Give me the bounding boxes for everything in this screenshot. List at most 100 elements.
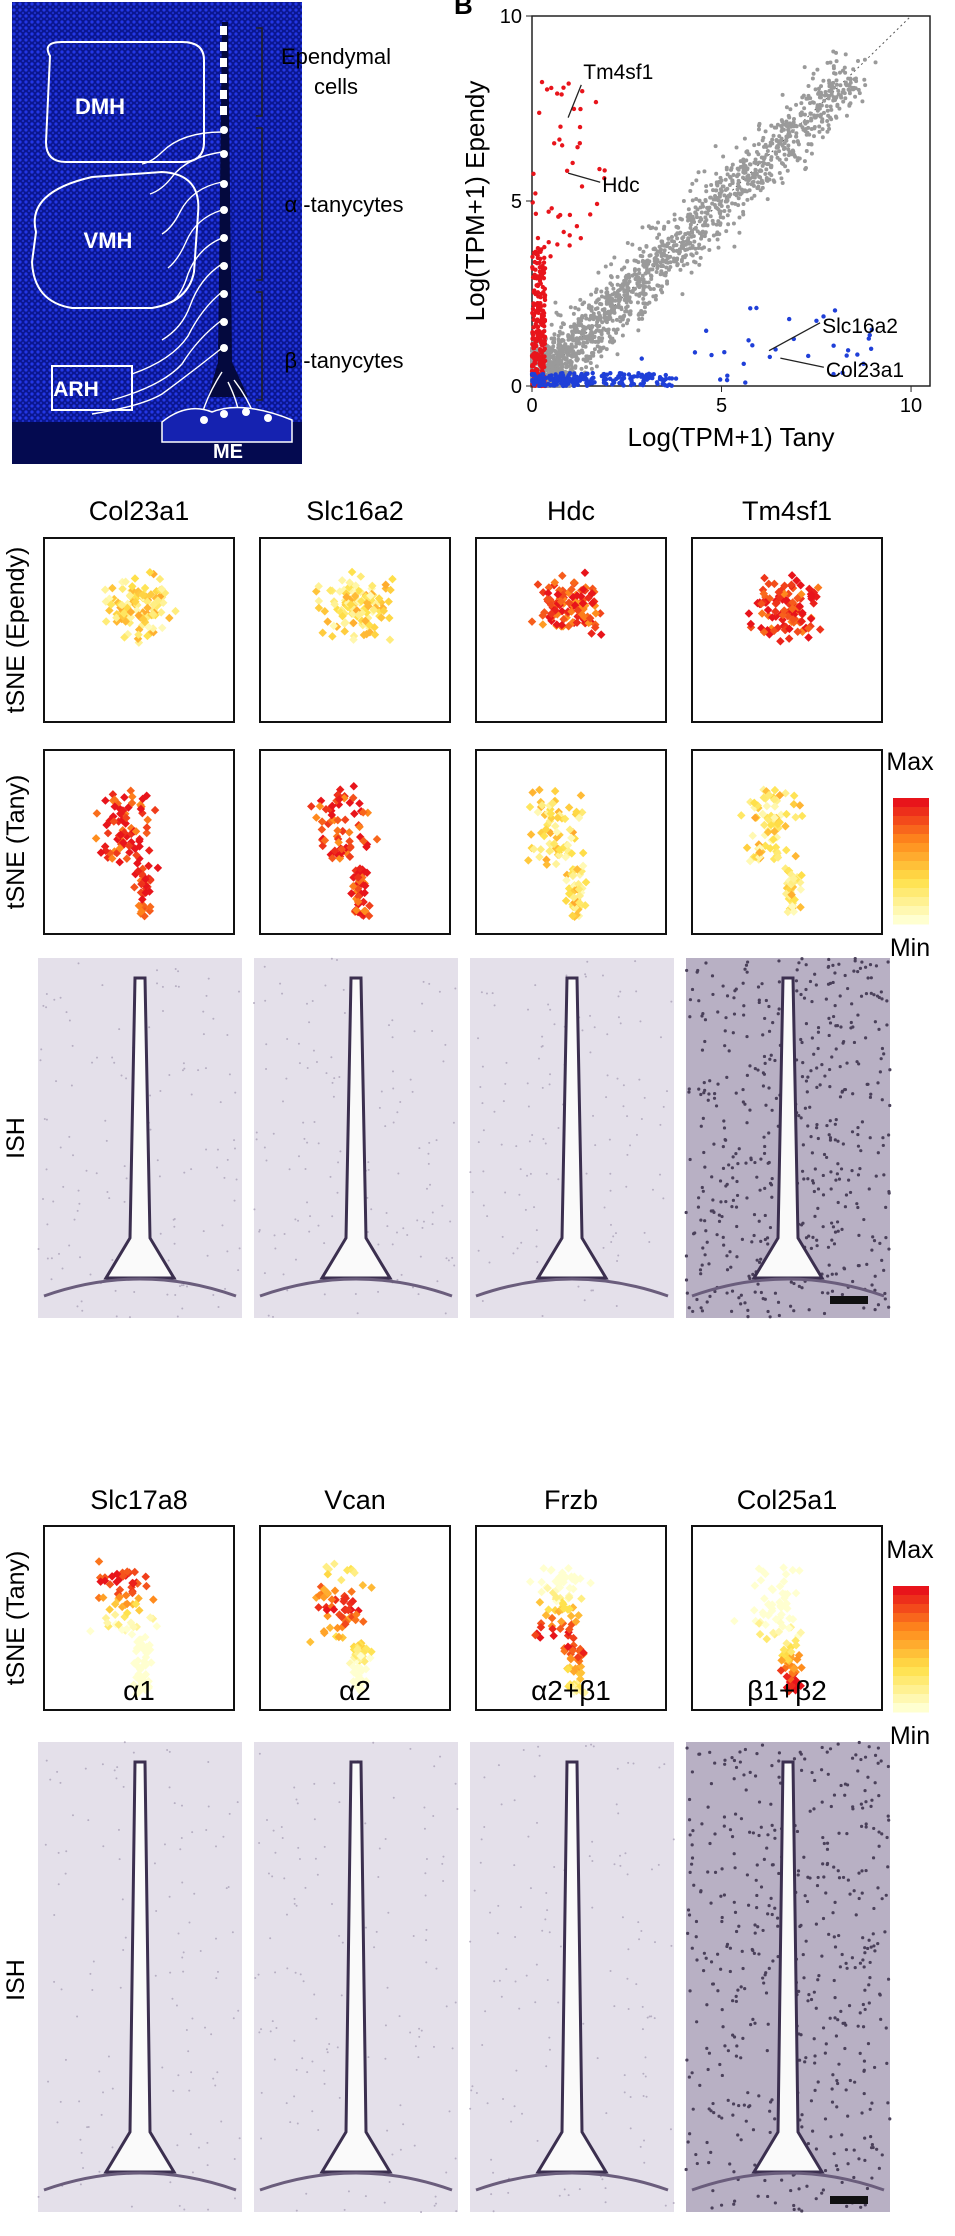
point-other [725,172,730,177]
point-other [743,163,748,168]
ish-texture [826,1291,830,1295]
ish-texture [101,984,104,987]
point-other [572,353,577,358]
ish-texture [807,1234,811,1238]
ish-texture [794,979,799,983]
ish-texture [831,963,835,967]
ish-texture [519,1168,522,1171]
point-other [828,104,833,109]
point-other [774,125,779,130]
point-other [662,224,667,229]
ish-texture [425,1939,428,1942]
point-other [692,219,697,224]
ish-texture [807,1308,811,1312]
ish-texture [547,1003,550,1006]
point-tany-enriched [814,318,819,323]
ish-texture [505,1061,508,1064]
ish-texture [885,999,889,1003]
point-other [744,158,749,163]
ish-texture [293,1897,296,1900]
tsne-point [125,591,135,600]
ish-texture [225,1887,228,1890]
ish-texture [444,1312,447,1315]
ish-texture [852,1040,857,1045]
point-other [839,95,844,100]
tsne-point [791,812,800,822]
ish-texture [548,2048,551,2051]
ish-texture [377,1290,380,1293]
point-other [599,294,604,299]
tsne-point [116,830,125,840]
point-other [580,313,585,318]
point-tany-enriched [566,373,571,378]
point-other [666,241,671,246]
ish-texture [424,1894,427,1897]
point-other [794,134,799,139]
ish-texture [648,1240,651,1243]
point-other [848,80,853,85]
ish-texture [356,1312,359,1315]
ish-texture [615,1305,618,1308]
tsne-point [355,1686,365,1696]
tsne-point [750,1581,760,1590]
point-other [709,182,714,187]
ish-texture [872,1239,877,1243]
point-ependy-enriched [542,266,548,271]
ish-texture [373,1946,376,1949]
point-other [857,91,862,96]
ish-texture [805,1090,809,1094]
ish-texture [269,2030,272,2033]
tsne-point [138,590,148,600]
tsne-point [556,1624,565,1634]
ish-texture [378,1106,381,1109]
ish-texture [265,1068,268,1071]
point-ependy-enriched [540,357,546,362]
ish-texture [645,2095,648,2098]
ish-texture [448,2110,451,2113]
point-other [636,267,641,272]
point-other [825,129,830,134]
ish-texture [857,1062,861,1066]
point-tany-enriched [639,356,644,361]
point-other [659,239,664,244]
point-other [731,173,736,178]
tsne-point [784,1623,794,1633]
point-other [784,105,789,110]
ish-texture [742,1013,746,1017]
ish-texture [724,1199,728,1204]
ish-texture [840,1090,844,1094]
point-other [592,347,597,352]
point-other [785,168,790,173]
ish-texture [712,1096,717,1100]
point-other [574,326,579,331]
point-other [604,296,609,301]
ish-texture [592,1114,595,1117]
point-other [641,289,646,294]
ish-texture [737,1296,741,1300]
point-other [702,169,707,174]
point-other [786,147,791,152]
ish-texture [383,2201,386,2204]
tsne-point [349,793,358,803]
ish-texture [752,1233,756,1238]
ish-texture [237,2009,240,2012]
ish-texture [541,1929,544,1932]
point-ependy-enriched [542,335,548,340]
ish-texture [659,1173,662,1176]
ish-texture [391,1070,394,1073]
tsne-point [779,1563,788,1572]
point-other [595,306,600,311]
point-tany-enriched [709,352,714,358]
ish-texture [47,2080,50,2083]
ish-texture [317,1224,320,1227]
tsne-point [796,885,806,894]
ish-texture [697,999,701,1003]
point-other [759,178,764,183]
tsne-point [337,576,347,585]
ish-texture [497,1904,500,1907]
point-other [750,180,755,185]
point-other [583,325,588,330]
ish-texture [64,1872,67,1875]
ish-texture [46,1223,49,1226]
